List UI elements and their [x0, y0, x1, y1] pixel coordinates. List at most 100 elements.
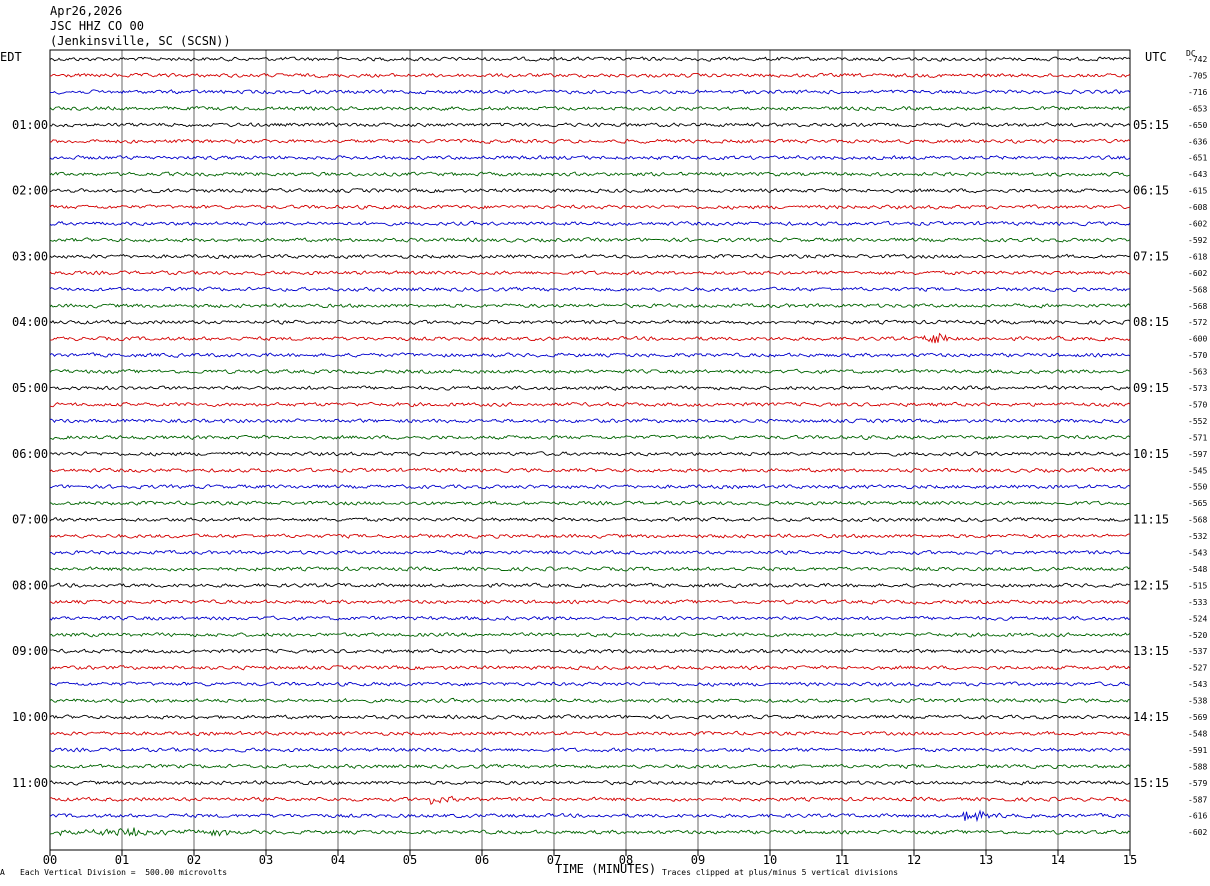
seismic-trace-row: [49, 665, 1131, 671]
dc-offset-label: -570: [1188, 400, 1207, 409]
dc-offset-label: -538: [1188, 697, 1207, 706]
dc-offset-header: DC: [1186, 49, 1196, 58]
right-hour-label: 11:15: [1133, 513, 1169, 527]
dc-offset-label: -524: [1188, 614, 1207, 623]
footer-scale-note: Each Vertical Division = 500.00 microvol…: [20, 868, 228, 877]
dc-offset-label: -543: [1188, 680, 1207, 689]
dc-offset-label: -705: [1188, 71, 1207, 80]
dc-offset-label: -572: [1188, 318, 1207, 327]
dc-offset-label: -588: [1188, 762, 1207, 771]
dc-offset-label: -615: [1188, 187, 1207, 196]
seismic-trace-row: [49, 270, 1131, 276]
seismic-trace-row: [49, 827, 1131, 837]
x-tick-label: 00: [43, 853, 57, 867]
seismic-trace-row: [49, 332, 1131, 344]
dc-offset-label: -548: [1188, 729, 1207, 738]
dc-offset-label: -568: [1188, 516, 1207, 525]
seismic-trace-row: [49, 237, 1131, 243]
dc-offset-label: -563: [1188, 368, 1207, 377]
seismic-trace-row: [49, 72, 1131, 79]
seismic-trace-row: [49, 187, 1131, 194]
dc-offset-label: -591: [1188, 746, 1207, 755]
left-hour-label: 11:00: [12, 776, 48, 790]
dc-offset-label: -653: [1188, 104, 1207, 113]
seismic-trace-row: [49, 105, 1131, 112]
dc-offset-label: -552: [1188, 417, 1207, 426]
x-axis-title: TIME (MINUTES): [555, 862, 657, 876]
x-tick-label: 11: [835, 853, 849, 867]
seismic-trace-row: [49, 451, 1131, 457]
dc-offset-label: -608: [1188, 203, 1207, 212]
right-hour-label: 07:15: [1133, 249, 1169, 263]
seismic-trace-row: [49, 747, 1131, 753]
footer-clip-note: Traces clipped at plus/minus 5 vertical …: [662, 868, 899, 877]
seismic-trace-row: [49, 122, 1131, 128]
dc-offset-label: -527: [1188, 664, 1207, 673]
seismic-trace-row: [49, 467, 1131, 473]
x-tick-label: 05: [403, 853, 417, 867]
header-location: (Jenkinsville, SC (SCSN)): [50, 34, 231, 48]
seismic-trace-row: [49, 286, 1131, 292]
left-hour-label: 10:00: [12, 710, 48, 724]
right-hour-label: 14:15: [1133, 710, 1169, 724]
header-station: JSC HHZ CO 00: [50, 19, 144, 33]
dc-offset-label: -602: [1188, 220, 1207, 229]
footer-mark: A: [0, 868, 5, 877]
x-tick-label: 02: [187, 853, 201, 867]
seismic-trace-row: [49, 352, 1131, 358]
x-tick-label: 15: [1123, 853, 1137, 867]
right-hour-label: 08:15: [1133, 315, 1169, 329]
plot-frame: [49, 49, 1131, 851]
seismic-trace-row: [49, 368, 1131, 375]
seismic-trace-row: [49, 516, 1131, 523]
x-tick-label: 12: [907, 853, 921, 867]
left-hour-label: 01:00: [12, 118, 48, 132]
seismic-trace-row: [49, 780, 1131, 786]
dc-offset-label: -537: [1188, 647, 1207, 656]
header-date: Apr26,2026: [50, 4, 123, 18]
left-timezone-label: EDT: [0, 50, 22, 64]
seismic-trace-row: [49, 434, 1131, 440]
left-hour-label: 08:00: [12, 578, 48, 592]
dc-offset-label: -532: [1188, 532, 1207, 541]
dc-offset-label: -533: [1188, 598, 1207, 607]
seismic-trace-row: [49, 795, 1131, 805]
seismic-trace-row: [49, 809, 1131, 823]
dc-offset-label: -597: [1188, 450, 1207, 459]
dc-offset-label: -600: [1188, 335, 1207, 344]
left-hour-label: 09:00: [12, 644, 48, 658]
seismic-trace-row: [49, 484, 1131, 490]
dc-offset-label: -742: [1188, 55, 1207, 64]
right-hour-label: 15:15: [1133, 776, 1169, 790]
seismic-trace-row: [49, 566, 1131, 572]
seismic-trace-row: [49, 763, 1131, 770]
dc-offset-label: -602: [1188, 828, 1207, 837]
x-tick-label: 10: [763, 853, 777, 867]
dc-offset-label: -565: [1188, 499, 1207, 508]
seismic-trace-row: [49, 418, 1131, 424]
dc-offset-label: -573: [1188, 384, 1207, 393]
dc-offset-label: -592: [1188, 236, 1207, 245]
dc-offset-label: -548: [1188, 565, 1207, 574]
dc-offset-label: -570: [1188, 351, 1207, 360]
x-tick-label: 06: [475, 853, 489, 867]
right-hour-label: 09:15: [1133, 381, 1169, 395]
left-hour-label: 04:00: [12, 315, 48, 329]
seismic-trace-row: [49, 615, 1131, 621]
dc-offset-label: -545: [1188, 466, 1207, 475]
x-tick-label: 04: [331, 853, 345, 867]
x-tick-label: 14: [1051, 853, 1065, 867]
left-hour-label: 02:00: [12, 184, 48, 198]
seismic-trace-row: [49, 138, 1131, 144]
dc-offset-label: -716: [1188, 88, 1207, 97]
seismic-trace-row: [49, 220, 1131, 227]
seismic-trace-row: [49, 549, 1131, 556]
x-tick-label: 03: [259, 853, 273, 867]
dc-offset-label: -569: [1188, 713, 1207, 722]
seismic-trace-row: [49, 89, 1131, 95]
seismic-trace-row: [49, 500, 1131, 506]
dc-offset-label: -550: [1188, 483, 1207, 492]
right-hour-label: 06:15: [1133, 184, 1169, 198]
left-hour-label: 07:00: [12, 513, 48, 527]
